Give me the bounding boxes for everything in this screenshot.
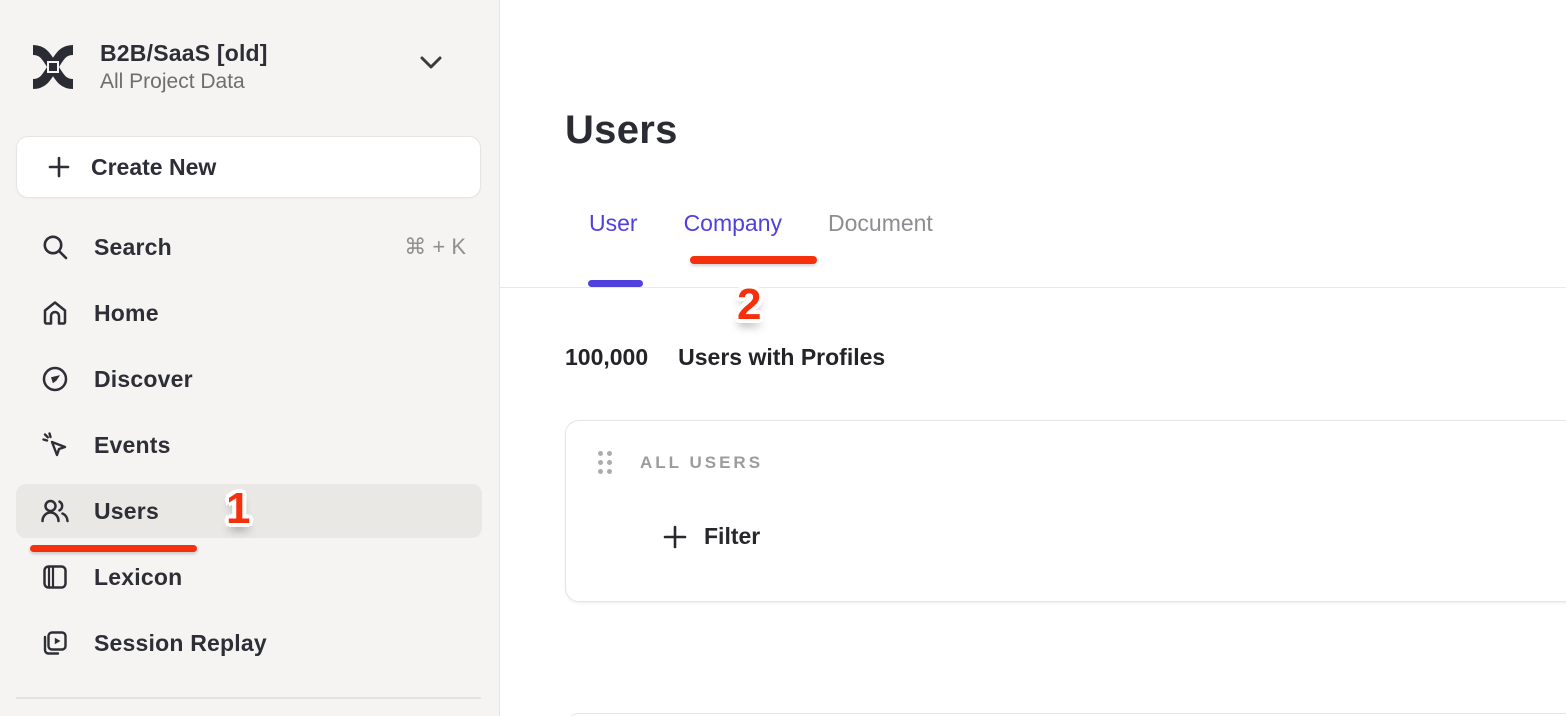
create-new-button[interactable]: Create New [16,136,481,198]
create-new-label: Create New [91,153,217,180]
session-replay-icon [40,628,70,658]
sidebar-item-label: Lexicon [94,563,183,590]
project-subtitle: All Project Data [100,70,245,93]
group-label: ALL USERS [640,452,764,472]
sidebar-divider [16,697,481,699]
project-switcher[interactable]: B2B/SaaS [old] All Project Data [30,32,470,102]
sidebar-item-session-replay[interactable]: Session Replay [16,616,482,670]
sidebar: B2B/SaaS [old] All Project Data Create N… [0,0,500,716]
search-shortcut: ⌘ + K [404,234,466,259]
sidebar-item-label: Users [94,497,159,524]
chevron-down-icon [420,56,442,70]
plus-icon [47,155,71,179]
plus-icon [662,524,688,550]
add-filter-button[interactable]: Filter [662,523,760,550]
query-card-header: ALL USERS [598,451,763,474]
drag-handle-icon[interactable] [598,451,612,474]
page-title: Users [565,108,678,152]
events-cursor-icon [40,430,70,460]
sidebar-item-label: Discover [94,365,193,392]
annotation-number-2: 2 [737,280,762,329]
discover-compass-icon [40,364,70,394]
annotation-number-1: 1 [226,484,251,533]
annotation-underline-company [690,256,817,264]
sidebar-item-users[interactable]: Users [16,484,482,538]
sidebar-item-events[interactable]: Events [16,418,482,472]
sidebar-item-label: Home [94,299,159,326]
profiles-count-label: Users with Profiles [678,344,886,370]
tab-user[interactable]: User [589,210,638,236]
sidebar-item-label: Events [94,431,171,458]
all-users-query-card: ALL USERS Filter [565,420,1566,602]
sidebar-item-label: Session Replay [94,629,267,656]
project-meta: B2B/SaaS [old] All Project Data [100,40,268,94]
tab-document[interactable]: Document [828,210,933,236]
lexicon-book-icon [40,562,70,592]
entity-tabs: User Company Document [589,210,933,237]
annotation-underline-users [30,545,197,552]
tab-company[interactable]: Company [683,210,782,236]
sidebar-item-discover[interactable]: Discover [16,352,482,406]
mixpanel-logo-icon [30,41,76,93]
home-icon [40,298,70,328]
sidebar-item-lexicon[interactable]: Lexicon [16,550,482,604]
profiles-count-row: 100,000 Users with Profiles [565,344,885,371]
profiles-count: 100,000 [565,344,649,370]
tabs-divider [500,287,1566,288]
sidebar-item-search[interactable]: Search ⌘ + K [16,220,482,274]
main-content: Users User Company Document 100,000 User… [500,0,1566,716]
sidebar-item-label: Search [94,233,172,260]
search-icon [40,232,70,262]
sidebar-item-home[interactable]: Home [16,286,482,340]
active-tab-indicator [588,280,643,287]
filter-label: Filter [704,523,761,549]
users-people-icon [40,496,70,526]
project-name: B2B/SaaS [old] [100,40,268,66]
sidebar-nav: Search ⌘ + K Home Discover [16,220,482,682]
